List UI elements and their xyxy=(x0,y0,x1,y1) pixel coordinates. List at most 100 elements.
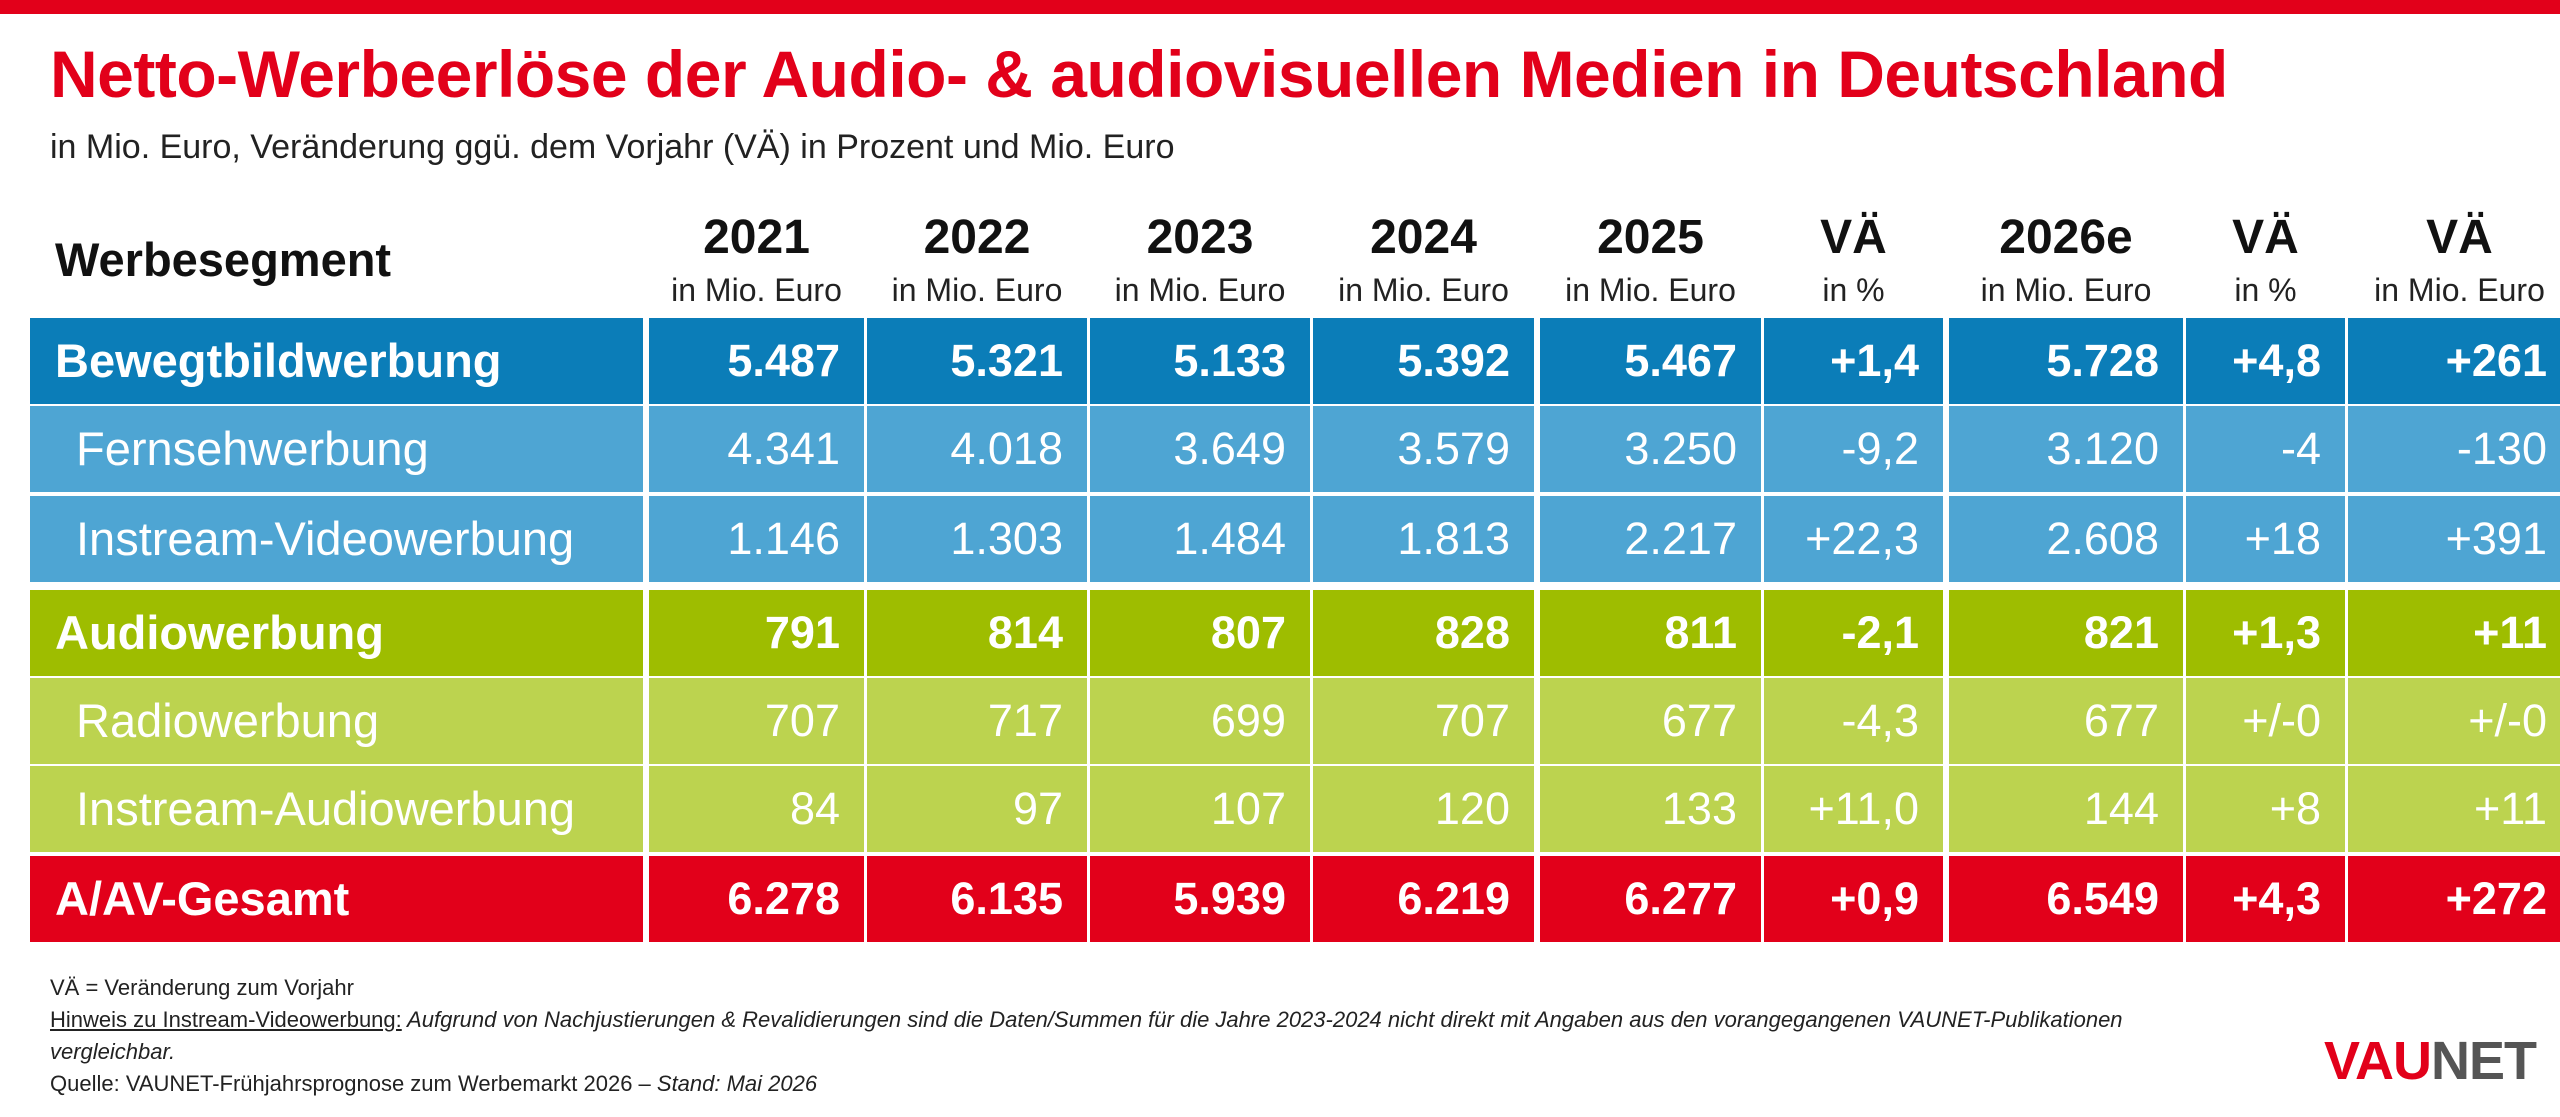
table-cell: 3.120 xyxy=(1949,406,2183,492)
table-row: Radiowerbung 707 717 699 707 677 -4,3 677 +/-0 +/… xyxy=(30,678,2560,764)
footnotes: VÄ = Veränderung zum Vorjahr Hinweis zu … xyxy=(50,972,2250,1100)
table-cell: -9,2 xyxy=(1764,406,1943,492)
header-col: 2024 in Mio. Euro xyxy=(1313,210,1534,314)
logo-part-vau: VAU xyxy=(2323,1031,2432,1091)
header-col-unit: in Mio. Euro xyxy=(2374,272,2545,308)
table-cell: 807 xyxy=(1090,590,1310,676)
footnote-source-prefix: Quelle: VAUNET-Frühjahrsprognose zum Wer… xyxy=(50,1071,657,1096)
table-cell: 6.549 xyxy=(1949,856,2183,942)
table-cell: +261 xyxy=(2348,318,2560,404)
table-cell: +4,3 xyxy=(2186,856,2345,942)
table-cell: 814 xyxy=(867,590,1087,676)
table-cell: 677 xyxy=(1540,678,1761,764)
footnote-source-stand: Stand: Mai 2026 xyxy=(656,1071,818,1096)
top-accent-bar xyxy=(0,0,2560,14)
table-cell: 3.250 xyxy=(1540,406,1761,492)
table-cell: +0,9 xyxy=(1764,856,1943,942)
table-cell: +272 xyxy=(2348,856,2560,942)
chart-title: Netto-Werbeerlöse der Audio- & audiovisu… xyxy=(50,37,2228,111)
header-col-unit: in Mio. Euro xyxy=(671,272,842,308)
header-col-unit: in Mio. Euro xyxy=(891,272,1063,308)
header-col-title: 2021 xyxy=(703,211,810,264)
table-cell: 120 xyxy=(1313,766,1534,852)
table-row: Fernsehwerbung 4.341 4.018 3.649 3.579 3.250-… xyxy=(30,406,2560,492)
table-cell: 5.392 xyxy=(1313,318,1534,404)
header-segment-label: Werbesegment xyxy=(55,233,392,286)
table-cell: 5.467 xyxy=(1540,318,1761,404)
header-col-title: 2023 xyxy=(1146,211,1254,264)
table-cell: -4 xyxy=(2186,406,2345,492)
row-label: Bewegtbildwerbung xyxy=(30,318,643,404)
chart-subtitle: in Mio. Euro, Veränderung ggü. dem Vorja… xyxy=(50,128,1175,166)
table-cell: 677 xyxy=(1949,678,2183,764)
vaunet-logo: VAUNET xyxy=(2323,1030,2537,1092)
table-cell: 5.321 xyxy=(867,318,1087,404)
header-col: VÄ in % xyxy=(1764,210,1943,314)
table-cell: 791 xyxy=(649,590,864,676)
header-col-title: 2026e xyxy=(1999,211,2133,264)
table-cell: 699 xyxy=(1090,678,1310,764)
header-col: 2022 in Mio. Euro xyxy=(867,210,1087,314)
table-cell: 6.277 xyxy=(1540,856,1761,942)
table-cell: 5.133 xyxy=(1090,318,1310,404)
header-col-title: VÄ xyxy=(2426,211,2493,264)
header-col-title: 2022 xyxy=(923,211,1031,264)
row-label: Instream-Audiowerbung xyxy=(30,766,643,852)
table-cell: +8 xyxy=(2186,766,2345,852)
row-label: Instream-Videowerbung xyxy=(30,496,643,582)
table-row: Audiowerbung 791 814 807 828 811 -2,1 821 +1,3 +1… xyxy=(30,590,2560,676)
footnote-hint-label: Hinweis zu Instream-Videowerbung: xyxy=(50,1007,402,1032)
header-col-unit: in Mio. Euro xyxy=(1980,272,2152,308)
table-cell: -4,3 xyxy=(1764,678,1943,764)
footnote-source: Quelle: VAUNET-Frühjahrsprognose zum Wer… xyxy=(50,1068,2250,1100)
table-cell: 811 xyxy=(1540,590,1761,676)
table-cell: +11 xyxy=(2348,590,2560,676)
table-cell: +/-0 xyxy=(2348,678,2560,764)
table-cell: 821 xyxy=(1949,590,2183,676)
table-cell: 5.939 xyxy=(1090,856,1310,942)
table-cell: +1,3 xyxy=(2186,590,2345,676)
header-col-title: VÄ xyxy=(2232,211,2299,264)
table-cell: 107 xyxy=(1090,766,1310,852)
header-col-unit: in % xyxy=(1822,272,1885,308)
table-cell: 1.484 xyxy=(1090,496,1310,582)
table-cell: 3.649 xyxy=(1090,406,1310,492)
table-cell: 144 xyxy=(1949,766,2183,852)
row-label: Audiowerbung xyxy=(30,590,643,676)
table-cell: 1.146 xyxy=(649,496,864,582)
header-col: 2025 in Mio. Euro xyxy=(1540,210,1761,314)
table-cell: 3.579 xyxy=(1313,406,1534,492)
table-cell: 2.608 xyxy=(1949,496,2183,582)
header-col: VÄ in % xyxy=(2186,210,2345,314)
table-cell: 5.728 xyxy=(1949,318,2183,404)
header-col-title: VÄ xyxy=(1820,211,1887,264)
table-row: Instream-Audiowerbung 84 97 107 120 133 +11,0 1… xyxy=(30,766,2560,852)
table-row: Instream-Videowerbung 1.146 1.303 1.484 1.81… xyxy=(30,496,2560,582)
table-row: Bewegtbildwerbung 5.487 5.321 5.133 5.392 5.4… xyxy=(30,318,2560,404)
row-label: A/AV-Gesamt xyxy=(30,856,643,942)
data-table: Werbesegment 2021 in Mio. Euro 2022 in Mio.… xyxy=(30,196,2560,942)
table-cell: +4,8 xyxy=(2186,318,2345,404)
table-cell: +11,0 xyxy=(1764,766,1943,852)
table-cell: 707 xyxy=(1313,678,1534,764)
table-cell: 1.813 xyxy=(1313,496,1534,582)
row-label: Fernsehwerbung xyxy=(30,406,643,492)
table-cell: -130 xyxy=(2348,406,2560,492)
header-col: VÄ in Mio. Euro xyxy=(2348,210,2560,314)
table-row: A/AV-Gesamt 6.278 6.135 5.939 6.219 6.277 +0,9… xyxy=(30,856,2560,942)
header-col: 2021 in Mio. Euro xyxy=(649,210,864,314)
table-cell: 707 xyxy=(649,678,864,764)
table-cell: +391 xyxy=(2348,496,2560,582)
table-cell: 6.219 xyxy=(1313,856,1534,942)
footnote-hint-text: Aufgrund von Nachjustierungen & Revalidi… xyxy=(50,1007,2123,1064)
header-col-title: 2025 xyxy=(1597,211,1704,264)
table-cell: 133 xyxy=(1540,766,1761,852)
header-col-unit: in Mio. Euro xyxy=(1338,272,1509,308)
table-cell: 4.341 xyxy=(649,406,864,492)
table-cell: 717 xyxy=(867,678,1087,764)
logo-part-net: NET xyxy=(2431,1031,2537,1091)
table-cell: +11 xyxy=(2348,766,2560,852)
table-cell: -2,1 xyxy=(1764,590,1943,676)
table-cell: 84 xyxy=(649,766,864,852)
footnote-legend: VÄ = Veränderung zum Vorjahr xyxy=(50,975,354,1000)
